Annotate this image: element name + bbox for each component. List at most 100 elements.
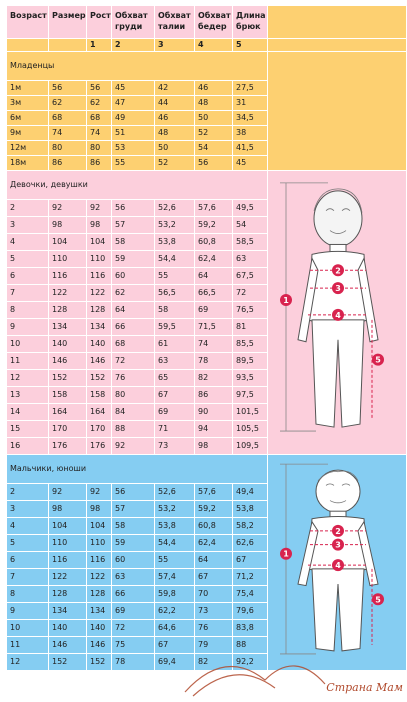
table-cell: 60,8	[194, 233, 233, 251]
table-cell: 152	[48, 369, 87, 387]
table-cell: 49,5	[232, 199, 268, 217]
table-cell: 53,8	[154, 233, 195, 251]
table-cell: 53,8	[232, 500, 268, 518]
table-cell: 80	[111, 386, 155, 404]
table-row: 7 122 122 63 57,4 67 71,2	[6, 568, 407, 586]
table-row: 9 134 134 69 62,2 73 79,6	[6, 602, 407, 620]
table-cell: 3	[6, 500, 49, 518]
measure-marker-label: 3	[335, 284, 341, 293]
table-cell: 170	[48, 420, 87, 438]
table-cell: 59,5	[154, 318, 195, 336]
table-cell: 9	[6, 602, 49, 620]
table-cell: 140	[86, 619, 112, 637]
table-cell: 128	[48, 585, 87, 603]
measure-marker-5	[372, 353, 384, 366]
table-cell: 89,5	[232, 352, 268, 370]
table-cell: 72	[111, 352, 155, 370]
table-cell: 16	[6, 437, 49, 455]
table-cell: 4	[6, 517, 49, 535]
table-cell: 55	[154, 551, 195, 569]
table-cell: 57	[111, 500, 155, 518]
table-cell: 59,8	[154, 585, 195, 603]
table-cell: 70	[194, 585, 233, 603]
table-cell: 48	[194, 95, 233, 111]
table-cell: 5	[6, 534, 49, 552]
table-cell: 76	[111, 369, 155, 387]
table-cell: 56	[86, 80, 112, 96]
table-cell: 63	[154, 352, 195, 370]
table-cell: 61	[154, 335, 195, 353]
table-cell: 59,2	[194, 500, 233, 518]
table-cell: 146	[48, 352, 87, 370]
table-cell: 74	[194, 335, 233, 353]
table-cell: 6	[6, 551, 49, 569]
table-cell: 158	[86, 386, 112, 404]
table-cell: 140	[48, 335, 87, 353]
table-cell: 75,4	[232, 585, 268, 603]
table-cell: 13	[6, 386, 49, 404]
measure-number: 3	[154, 38, 195, 52]
table-cell: 68	[48, 110, 87, 126]
measure-marker-label: 3	[335, 541, 341, 550]
table-cell: 105,5	[232, 420, 268, 438]
table-row: 5 110 110 59 54,4 62,4 63	[6, 250, 407, 268]
measure-marker-label: 5	[375, 595, 381, 604]
table-cell: 85,5	[232, 335, 268, 353]
table-cell: 66	[111, 318, 155, 336]
table-cell: 81	[232, 318, 268, 336]
table-cell: 41,5	[232, 140, 268, 156]
table-cell: 74	[48, 125, 87, 141]
measure-marker-4	[332, 308, 344, 321]
table-cell: 44	[154, 95, 195, 111]
table-cell: 58	[111, 233, 155, 251]
table-cell: 101,5	[232, 403, 268, 421]
measure-marker-label: 4	[335, 561, 341, 570]
table-cell: 56	[194, 155, 233, 171]
table-cell: 64	[194, 267, 233, 285]
table-row: 10 140 140 72 64,6 76 83,8	[6, 619, 407, 637]
table-cell: 54,4	[154, 250, 195, 268]
table-cell: 53,2	[154, 216, 195, 234]
table-cell: 62	[111, 284, 155, 302]
measure-marker-label: 5	[375, 356, 381, 365]
table-row: 10 140 140 68 61 74 85,5	[6, 335, 407, 353]
column-header: Обхват талии	[154, 5, 195, 39]
section-title: Младенцы	[6, 51, 268, 81]
table-cell: 80	[86, 140, 112, 156]
measure-marker-3	[332, 282, 344, 295]
table-cell: 18м	[6, 155, 49, 171]
table-cell: 72	[111, 619, 155, 637]
table-cell: 12	[6, 653, 49, 671]
table-cell: 92	[48, 483, 87, 501]
measure-marker-2	[332, 264, 344, 277]
table-cell: 116	[86, 267, 112, 285]
table-row: 3 98 98 57 53,2 59,2 54	[6, 216, 407, 234]
table-cell: 15	[6, 420, 49, 438]
table-cell: 158	[48, 386, 87, 404]
table-cell: 104	[86, 517, 112, 535]
table-cell: 146	[86, 352, 112, 370]
table-cell: 62	[48, 95, 87, 111]
measure-number: 4	[194, 38, 233, 52]
table-cell: 9	[6, 318, 49, 336]
table-cell: 82	[194, 369, 233, 387]
table-row: 7 122 122 62 56,5 66,5 72	[6, 284, 407, 302]
table-cell: 58,2	[232, 517, 268, 535]
table-cell: 53,2	[154, 500, 195, 518]
table-cell: 50	[154, 140, 195, 156]
column-header: Длина брюк	[232, 5, 268, 39]
table-cell: 55	[111, 155, 155, 171]
table-cell: 82	[194, 653, 233, 671]
table-cell: 98	[86, 216, 112, 234]
table-cell: 64,6	[154, 619, 195, 637]
table-cell: 88	[111, 420, 155, 438]
table-cell: 134	[86, 318, 112, 336]
infants-figure-cell	[267, 51, 407, 171]
table-cell: 11	[6, 352, 49, 370]
measure-number	[6, 38, 49, 52]
table-cell: 62,4	[194, 250, 233, 268]
table-cell: 67,5	[232, 267, 268, 285]
table-cell: 67	[194, 568, 233, 586]
